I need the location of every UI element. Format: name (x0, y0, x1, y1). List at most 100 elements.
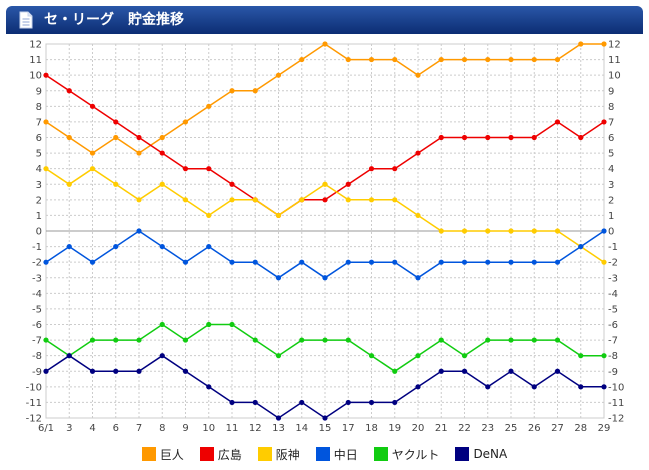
data-point (206, 212, 212, 219)
data-point (322, 41, 328, 47)
x-tick-label: 29 (598, 423, 611, 434)
y-tick-label-left: 9 (36, 86, 42, 97)
data-point (229, 399, 235, 406)
x-tick-label: 25 (505, 423, 518, 434)
y-tick-label-right: 1 (608, 211, 614, 222)
data-point (299, 399, 305, 406)
data-point (601, 384, 607, 390)
y-tick-label-left: -9 (32, 367, 42, 378)
data-point (136, 134, 142, 141)
legend-item-1: 広島 (199, 446, 242, 463)
data-point (601, 41, 607, 47)
legend-label: 巨人 (159, 447, 184, 462)
legend-item-5: DeNA (455, 447, 507, 461)
data-point (206, 243, 212, 250)
data-point (554, 119, 561, 125)
data-point (113, 119, 119, 125)
data-point (461, 134, 468, 141)
data-point (252, 337, 258, 343)
data-point (113, 243, 119, 250)
data-point (531, 384, 537, 390)
x-tick-label: 17 (342, 423, 355, 434)
y-tick-label-left: 5 (36, 149, 42, 160)
data-point (43, 119, 49, 125)
x-tick-label: 10 (202, 423, 215, 434)
data-point (182, 166, 189, 172)
y-tick-label-right: 5 (608, 149, 614, 160)
data-point (531, 134, 537, 141)
data-point (508, 228, 514, 234)
data-point (368, 399, 375, 406)
data-point (368, 353, 375, 359)
data-point (275, 275, 282, 281)
legend-swatch (455, 447, 470, 461)
x-tick-label: 21 (435, 423, 448, 434)
y-tick-label-right: -4 (608, 289, 618, 300)
data-point (531, 259, 537, 265)
x-tick-label: 23 (481, 423, 494, 434)
y-tick-label-right: -3 (608, 273, 618, 284)
y-tick-label-left: 10 (29, 71, 42, 82)
x-tick-label: 6 (113, 423, 119, 434)
x-tick-label: 26 (528, 423, 541, 434)
y-tick-label-right: 3 (608, 180, 614, 191)
data-point (438, 228, 444, 234)
data-point (206, 103, 212, 109)
data-point (113, 181, 119, 187)
y-tick-label-right: 9 (608, 86, 614, 97)
data-point (229, 259, 235, 265)
data-point (322, 337, 328, 343)
y-tick-label-left: -3 (32, 273, 42, 284)
legend-item-0: 巨人 (141, 446, 184, 463)
data-point (438, 337, 444, 343)
data-point (43, 337, 49, 343)
data-point (578, 41, 584, 47)
data-point (345, 259, 351, 265)
y-tick-label-left: -5 (32, 304, 42, 315)
data-point (461, 353, 468, 359)
data-point (43, 166, 49, 172)
data-point (206, 166, 212, 172)
legend-swatch (373, 447, 388, 461)
data-point (136, 197, 142, 203)
data-point (66, 88, 72, 94)
data-point (461, 56, 468, 63)
y-tick-label-left: -4 (32, 289, 42, 300)
data-point (508, 259, 514, 265)
data-point (485, 228, 491, 234)
x-tick-label: 20 (412, 423, 425, 434)
legend-swatch (141, 447, 156, 461)
y-tick-label-left: 12 (29, 40, 42, 51)
data-point (554, 56, 561, 63)
data-point (415, 72, 421, 78)
y-tick-label-left: -1 (32, 242, 42, 253)
data-point (299, 56, 305, 63)
y-tick-label-right: 4 (608, 164, 614, 175)
data-point (159, 134, 165, 141)
data-point (113, 368, 119, 374)
data-point (252, 259, 258, 265)
data-point (113, 337, 119, 343)
y-tick-label-right: -6 (608, 320, 618, 331)
data-point (554, 259, 561, 265)
data-point (415, 275, 421, 281)
y-tick-label-right: -8 (608, 351, 618, 362)
data-point (415, 150, 421, 156)
y-tick-label-left: -12 (26, 414, 42, 425)
data-point (554, 337, 561, 343)
y-tick-label-right: 2 (608, 195, 614, 206)
chart-title: セ・リーグ 貯金推移 (44, 12, 184, 28)
data-point (159, 353, 165, 359)
data-point (275, 415, 282, 421)
chart-header: セ・リーグ 貯金推移 (6, 6, 643, 34)
data-point (252, 399, 258, 406)
data-point (182, 368, 189, 374)
chart-legend: 巨人 広島 阪神 中日 ヤクルト DeNA (0, 444, 649, 464)
data-point (182, 197, 189, 203)
y-tick-label-left: -8 (32, 351, 42, 362)
data-point (89, 368, 96, 374)
data-point (554, 228, 561, 234)
data-point (461, 259, 468, 265)
y-tick-label-right: 12 (608, 40, 621, 51)
data-point (136, 368, 142, 374)
